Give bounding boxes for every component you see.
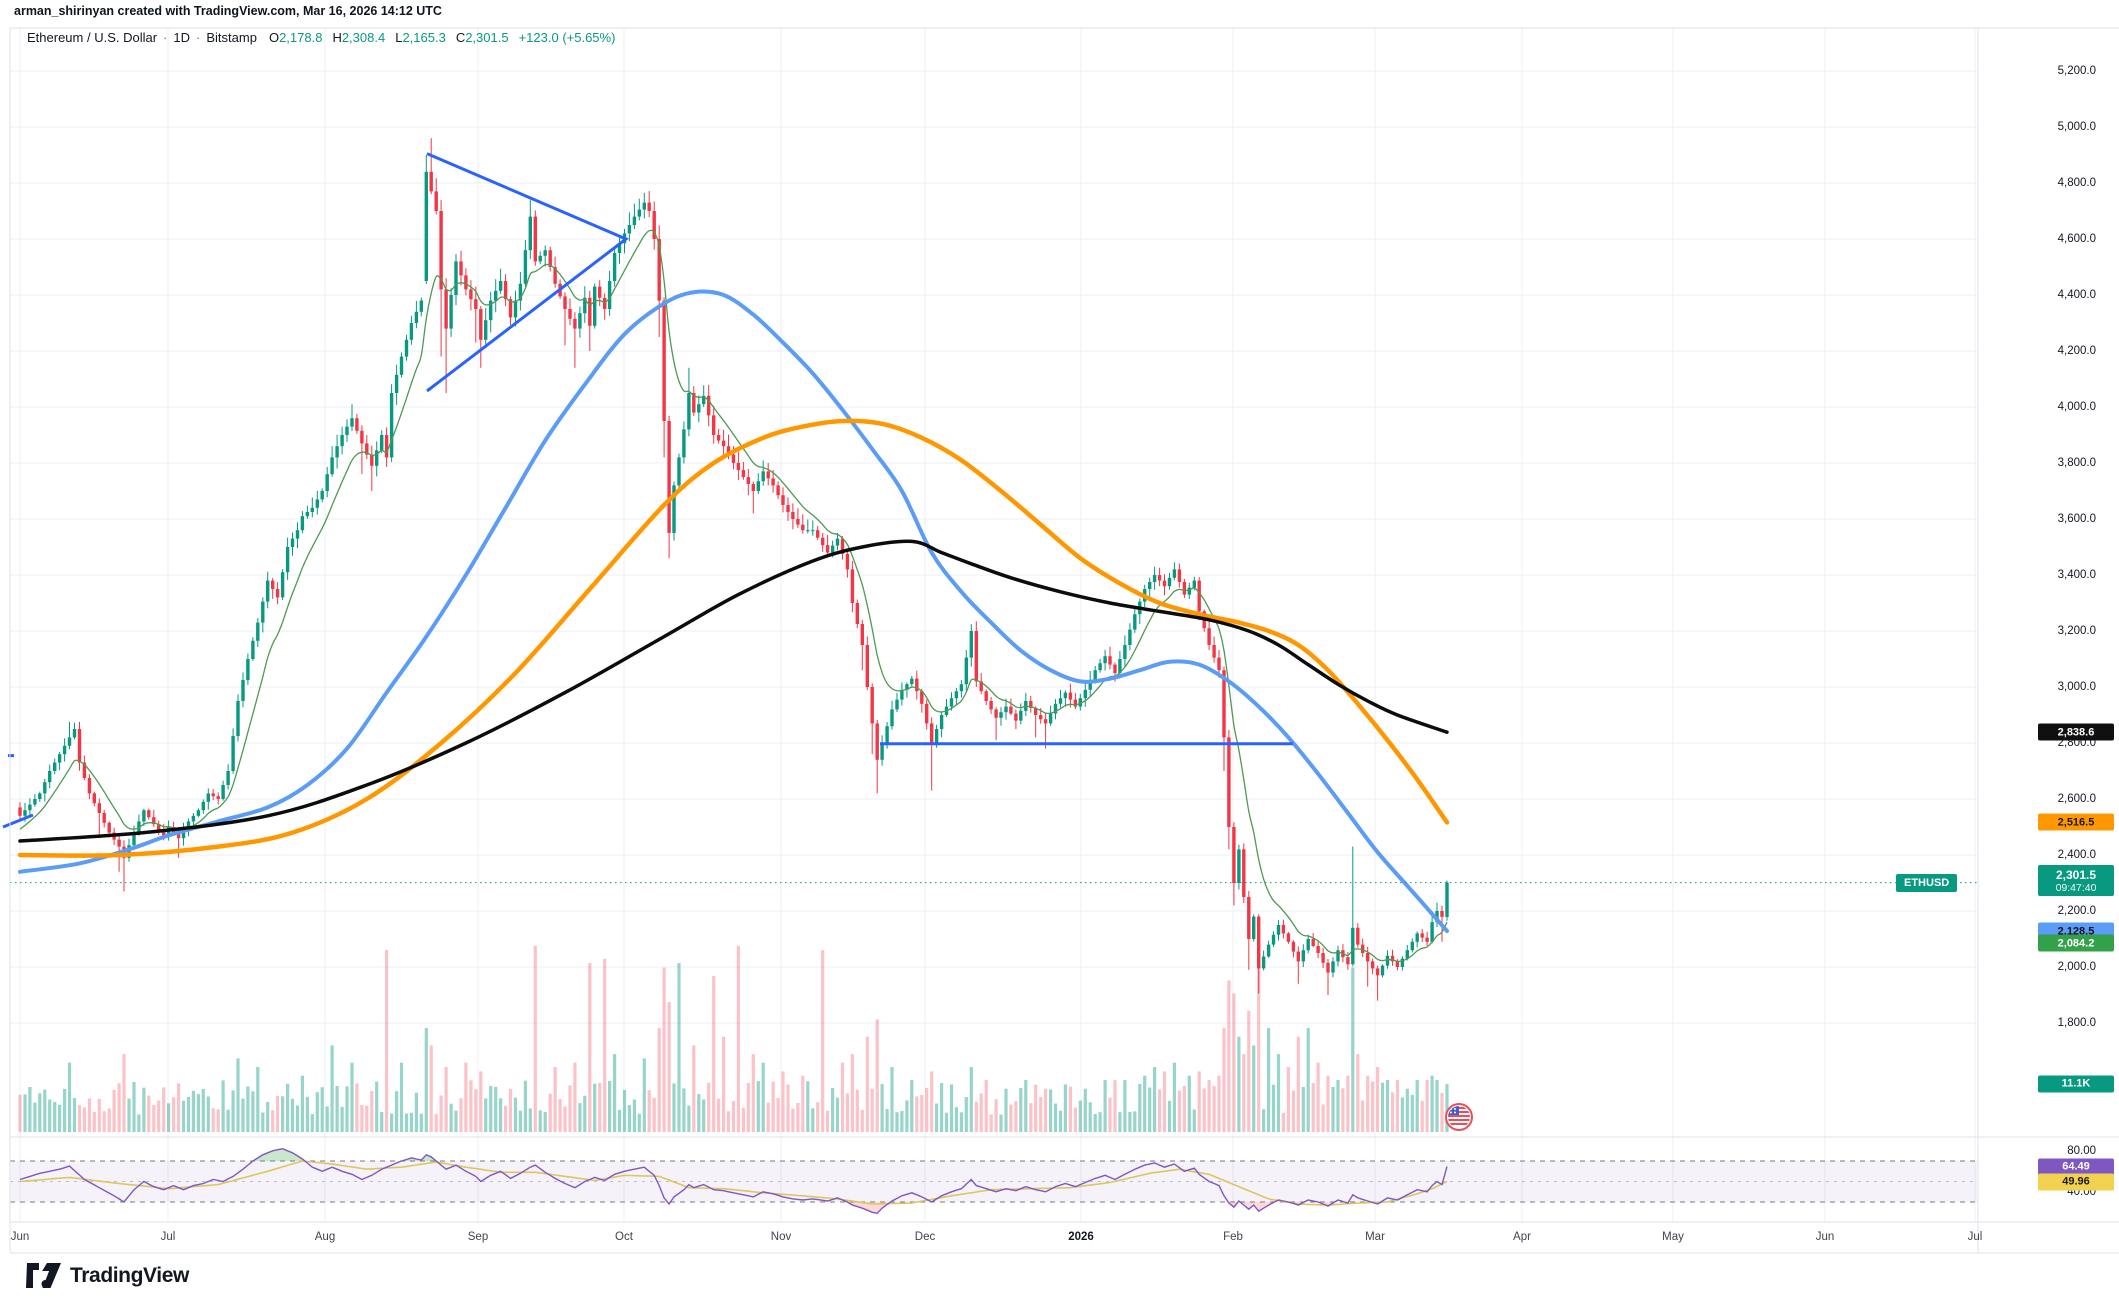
tradingview-logo-icon xyxy=(26,1263,61,1288)
price-axis-tick[interactable]: 2,200.0 xyxy=(2057,905,2096,917)
rsi-axis-tick[interactable]: 80.00 xyxy=(2067,1144,2096,1157)
bar-countdown: 09:47:40 xyxy=(2055,881,2097,894)
price-axis-tick[interactable]: 4,600.0 xyxy=(2057,233,2096,245)
current-price-symbol-badge: ETHUSD xyxy=(1896,873,1958,892)
high-label: H xyxy=(332,30,342,45)
time-axis-month-label: Apr xyxy=(1513,1231,1531,1243)
price-axis-tick[interactable]: 4,000.0 xyxy=(2057,401,2096,413)
price-axis-tick[interactable]: 3,000.0 xyxy=(2057,681,2096,693)
symbol-legend[interactable]: Ethereum / U.S. Dollar · 1D · Bitstamp O… xyxy=(27,30,615,45)
current-price-value: 2,301.5 xyxy=(2055,867,2097,882)
price-axis-tick[interactable]: 5,000.0 xyxy=(2057,121,2096,133)
time-axis-month-label: Jun xyxy=(10,1231,30,1243)
time-axis-month-label: Jul xyxy=(1967,1231,1983,1243)
open-label: O xyxy=(268,30,280,45)
volume-badge: 11.1K xyxy=(2038,1075,2114,1093)
low-value: 2,165.3 xyxy=(402,30,446,45)
price-axis-tick[interactable]: 4,200.0 xyxy=(2057,345,2096,357)
low-label: L xyxy=(395,30,403,45)
tradingview-logo-text: TradingView xyxy=(70,1263,189,1287)
time-axis-month-label: Dec xyxy=(914,1231,936,1243)
ohlc-values: O2,178.8 H2,308.4 L2,165.3 C2,301.5 +123… xyxy=(269,30,616,45)
tradingview-logo[interactable]: TradingView xyxy=(26,1262,189,1289)
attribution-bar: arman_shirinyan created with TradingView… xyxy=(0,0,2119,22)
economic-event-icon[interactable] xyxy=(1445,1103,1473,1131)
price-axis-tick[interactable]: 4,400.0 xyxy=(2057,289,2096,301)
price-axis-tick[interactable]: 5,200.0 xyxy=(2057,65,2096,77)
high-value: 2,308.4 xyxy=(341,30,386,45)
price-axis-tick[interactable]: 3,200.0 xyxy=(2057,625,2096,637)
price-axis-tick[interactable]: 2,400.0 xyxy=(2057,849,2096,861)
time-axis-month-label: Oct xyxy=(615,1231,633,1243)
interval-label[interactable]: 1D xyxy=(173,30,191,45)
time-axis-month-label: Feb xyxy=(1223,1231,1243,1243)
time-axis-month-label: Nov xyxy=(770,1231,792,1243)
time-axis-month-label: Mar xyxy=(1365,1231,1385,1243)
ema9-badge: 2,084.2 xyxy=(2038,934,2114,952)
legend-separator: · xyxy=(196,30,201,45)
rsi-badge: 64.49 xyxy=(2038,1158,2114,1176)
open-value: 2,178.8 xyxy=(279,30,323,45)
ma200-badge: 2,838.6 xyxy=(2038,723,2114,741)
rsi-ma-badge: 49.96 xyxy=(2038,1173,2114,1191)
current-price-badge: 2,301.5 09:47:40 xyxy=(2038,864,2114,896)
price-axis-tick[interactable]: 2,000.0 xyxy=(2057,961,2096,973)
time-axis-month-label: May xyxy=(1662,1231,1684,1243)
symbol-title[interactable]: Ethereum / U.S. Dollar xyxy=(27,30,158,45)
close-label: C xyxy=(455,30,466,45)
legend-separator: · xyxy=(163,30,168,45)
time-axis-month-label: Jun xyxy=(1815,1231,1835,1243)
ma100-badge: 2,516.5 xyxy=(2038,813,2114,831)
close-value: 2,301.5 xyxy=(465,30,509,45)
price-axis-tick[interactable]: 2,600.0 xyxy=(2057,793,2096,805)
exchange-label: Bitstamp xyxy=(206,30,257,45)
time-axis-month-label: 2026 xyxy=(1068,1231,1094,1243)
change-value: +123.0 (+5.65%) xyxy=(518,30,616,45)
price-axis-tick[interactable]: 3,400.0 xyxy=(2057,569,2096,581)
price-axis-tick[interactable]: 3,600.0 xyxy=(2057,513,2096,525)
price-axis-tick[interactable]: 4,800.0 xyxy=(2057,177,2096,189)
time-axis-month-label: Aug xyxy=(314,1231,336,1243)
price-axis-tick[interactable]: 1,800.0 xyxy=(2057,1017,2096,1029)
price-axis-tick[interactable]: 3,800.0 xyxy=(2057,457,2096,469)
time-axis-month-label: Jul xyxy=(160,1231,176,1243)
time-axis-month-label: Sep xyxy=(467,1231,489,1243)
